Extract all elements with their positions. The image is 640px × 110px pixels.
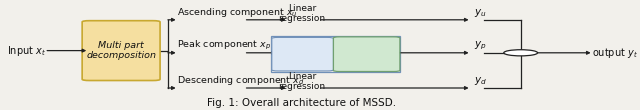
Text: Input $x_t$: Input $x_t$ (7, 44, 46, 58)
Text: Descending component $x_d$: Descending component $x_d$ (177, 74, 305, 87)
FancyBboxPatch shape (333, 37, 400, 72)
Text: $y_d$: $y_d$ (474, 75, 486, 87)
Text: output $y_t$: output $y_t$ (592, 46, 638, 60)
Circle shape (504, 50, 538, 56)
Text: SDNet: SDNet (350, 49, 383, 59)
Text: $y_p$: $y_p$ (474, 40, 486, 52)
Text: Fig. 1: Overall architecture of MSSD.: Fig. 1: Overall architecture of MSSD. (207, 98, 397, 108)
Text: Peak component $x_p$: Peak component $x_p$ (177, 39, 271, 52)
Text: Ascending component $x_u$: Ascending component $x_u$ (177, 6, 298, 19)
Text: $y_u$: $y_u$ (474, 7, 486, 19)
FancyBboxPatch shape (82, 21, 160, 81)
FancyBboxPatch shape (272, 37, 333, 71)
Text: Linear
regression: Linear regression (278, 72, 326, 91)
Text: Multi-scale
reshape: Multi-scale reshape (282, 44, 323, 64)
Text: Linear
regression: Linear regression (278, 4, 326, 23)
Text: Multi part
decomposition: Multi part decomposition (86, 41, 156, 60)
